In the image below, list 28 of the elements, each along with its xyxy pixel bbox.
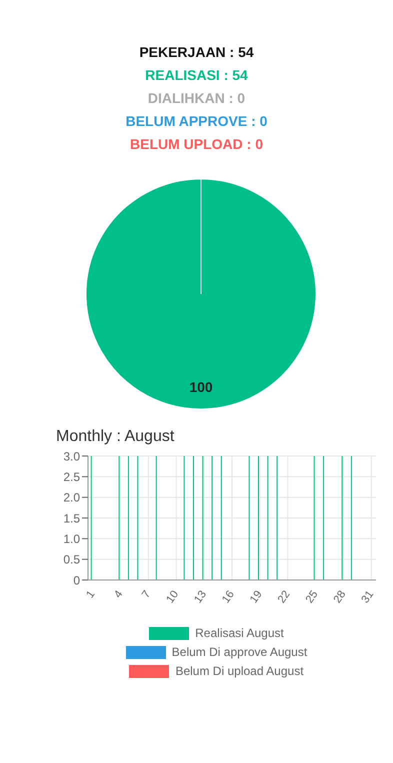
slice-label: REALISASI : 54 [144,67,249,83]
x-tick-label: 4 [112,588,126,600]
legend-label: Belum Di upload August [175,664,304,678]
x-tick-label: 7 [140,588,154,600]
chart-title: Monthly : August [56,428,176,446]
x-tick-label: 1 [84,588,98,600]
y-tick-label: 0.5 [63,552,80,567]
x-tick-label: 25 [304,588,320,606]
x-tick-label: 10 [164,588,182,606]
data-label: 100 [189,379,213,396]
y-tick-label: 2.5 [63,470,80,484]
x-tick-label: 22 [276,588,293,606]
x-tick-label: 31 [359,588,376,606]
x-tick-label: 16 [220,588,237,606]
category-label: DIALIHKAN : 0 [148,90,246,106]
x-tick-label: 28 [331,588,348,606]
category-label: BELUM APPROVE : 0 [126,113,268,129]
category-label: BELUM UPLOAD : 0 [130,136,263,152]
x-tick-label: 13 [192,588,209,606]
chart-title: PEKERJAAN : 54 [138,44,255,60]
y-tick-label: 3.0 [63,449,80,464]
y-tick-label: 1.5 [63,511,80,526]
x-tick-label: 19 [248,588,265,606]
y-tick-label: 2.0 [63,490,80,505]
legend-label: Realisasi August [195,626,284,640]
y-tick-label: 1.0 [63,532,80,546]
legend-label: Belum Di approve August [172,645,308,659]
y-tick-label: 0 [73,573,80,588]
